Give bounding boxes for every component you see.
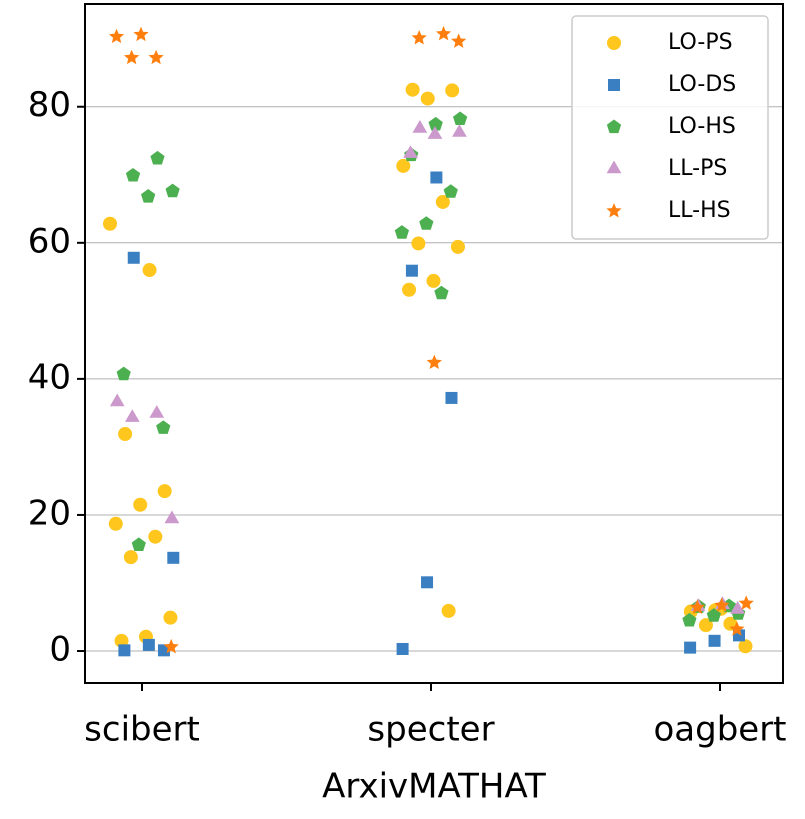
point	[445, 391, 458, 404]
point	[708, 634, 721, 647]
point	[118, 644, 131, 657]
x-tick-label: scibert	[84, 710, 200, 750]
point	[131, 537, 146, 551]
point	[108, 516, 123, 531]
point	[426, 273, 441, 288]
point	[730, 601, 745, 614]
x-axis-label: ArxivMATHAT	[322, 767, 546, 807]
point	[116, 366, 131, 381]
point	[427, 126, 443, 139]
legend-box	[571, 15, 769, 240]
y-tick-label: 0	[49, 630, 71, 670]
plot-frame	[84, 3, 784, 684]
point	[419, 216, 434, 230]
point	[164, 510, 180, 524]
point	[435, 194, 450, 209]
legend-marker	[606, 160, 622, 174]
legend-marker	[608, 79, 620, 91]
point	[411, 30, 427, 45]
point	[698, 618, 713, 633]
point	[118, 426, 133, 441]
y-tick-label: 40	[28, 357, 71, 397]
point	[133, 497, 148, 512]
point	[421, 576, 434, 589]
point	[682, 612, 697, 627]
point	[394, 225, 409, 239]
legend-label: LL-PS	[668, 156, 727, 181]
point	[453, 111, 468, 125]
point	[123, 550, 138, 565]
y-tick-label: 20	[28, 493, 71, 533]
point	[452, 124, 467, 137]
point	[714, 597, 730, 612]
y-tick-label: 80	[28, 85, 71, 125]
legend-label: LO-DS	[668, 72, 736, 97]
point	[141, 189, 156, 203]
point	[420, 91, 435, 106]
point	[165, 183, 180, 198]
point	[157, 484, 172, 499]
point	[149, 405, 165, 418]
point	[405, 82, 420, 97]
x-tick-label: specter	[367, 710, 494, 750]
legend-marker	[606, 203, 622, 218]
point	[148, 529, 163, 544]
point	[729, 621, 745, 636]
point	[114, 633, 129, 648]
point	[403, 145, 418, 158]
y-tick-label: 60	[28, 221, 71, 261]
legend	[571, 15, 769, 240]
legend-marker	[606, 119, 622, 134]
point	[125, 168, 141, 182]
point	[426, 354, 442, 369]
point	[441, 603, 456, 618]
legend-label: LL-HS	[668, 198, 731, 223]
point	[738, 595, 754, 610]
point	[124, 49, 140, 65]
legend-marker	[607, 36, 621, 50]
point	[411, 236, 426, 251]
point	[142, 638, 155, 651]
point	[156, 420, 171, 434]
point	[405, 264, 418, 277]
point	[103, 216, 117, 231]
point	[125, 409, 140, 422]
legend-label: LO-PS	[668, 30, 733, 55]
point	[167, 551, 180, 564]
point	[142, 263, 157, 278]
point	[163, 638, 179, 654]
point	[148, 49, 164, 65]
point	[443, 184, 458, 198]
point	[450, 239, 465, 254]
point	[163, 610, 178, 625]
point	[738, 639, 753, 654]
point	[434, 285, 449, 300]
legend-label: LO-HS	[668, 114, 736, 139]
point	[689, 599, 705, 614]
point	[108, 28, 125, 44]
point	[396, 642, 409, 655]
point	[402, 282, 417, 297]
point	[684, 641, 697, 654]
point	[412, 120, 428, 133]
point	[109, 393, 125, 407]
point	[127, 251, 140, 264]
point	[396, 158, 411, 173]
point	[133, 26, 149, 42]
point	[445, 83, 460, 98]
point	[436, 25, 452, 41]
point	[150, 150, 165, 165]
point	[451, 33, 467, 48]
x-tick-label: oagbert	[653, 710, 786, 750]
point	[428, 116, 443, 131]
point	[430, 171, 443, 184]
